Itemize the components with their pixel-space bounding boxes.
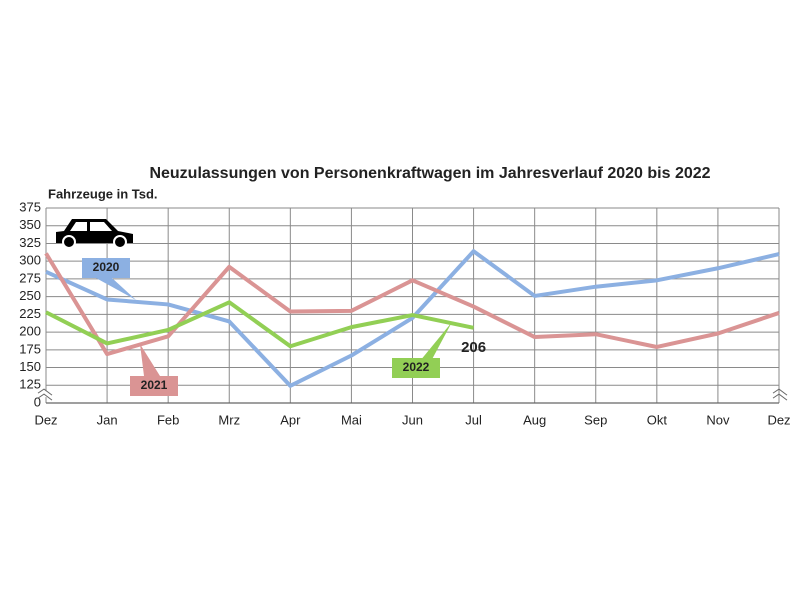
x-tick-label: Mai	[341, 412, 362, 427]
legend-pointer	[140, 344, 160, 376]
series-line	[45, 249, 780, 388]
data-label: 206	[461, 339, 486, 356]
y-tick-label: 0	[34, 394, 41, 409]
x-tick-label: Nov	[706, 412, 730, 427]
callouts: 2020 2021 2022 206	[82, 258, 486, 396]
car-wheel	[62, 235, 76, 249]
grid: 0 125 150 175 200 225 250 275 300 325 350 375 Dez Jan…	[19, 199, 790, 427]
x-tick-label: Jan	[97, 412, 118, 427]
x-tick-label: Jul	[465, 412, 482, 427]
y-tick-label: 125	[19, 377, 41, 392]
legend-label: 2020	[93, 260, 120, 274]
y-axis-label: Fahrzeuge in Tsd.	[48, 186, 158, 201]
legend-box	[392, 358, 440, 378]
series-line	[45, 300, 474, 349]
legend-box	[82, 258, 130, 278]
y-tick-label: 275	[19, 270, 41, 285]
chart-title: Neuzulassungen von Personenkraftwagen im…	[149, 165, 710, 182]
axis-break	[37, 388, 53, 396]
x-tick-label: Jun	[402, 412, 423, 427]
series-line	[44, 252, 780, 357]
lines	[44, 249, 780, 388]
x-tick-label: Okt	[647, 412, 668, 427]
x-tick-label: Feb	[157, 412, 179, 427]
y-tick-label: 200	[19, 324, 41, 339]
x-tick-label: Mrz	[218, 412, 240, 427]
legend-pointer	[96, 278, 136, 300]
car-windows	[70, 222, 112, 231]
x-tick-label: Sep	[584, 412, 607, 427]
x-tick-label: Dez	[34, 412, 57, 427]
y-tick-label: 225	[19, 306, 41, 321]
car-wheel	[113, 235, 127, 249]
y-tick-label: 300	[19, 253, 41, 268]
legend-label: 2022	[403, 360, 430, 374]
y-tick-label: 250	[19, 288, 41, 303]
y-tick-label: 375	[19, 199, 41, 214]
y-tick-label: 325	[19, 235, 41, 250]
legend-box	[130, 376, 178, 396]
car-icon	[56, 219, 133, 249]
x-tick-label: Aug	[523, 412, 546, 427]
x-tick-label: Dez	[767, 412, 790, 427]
axis-break-right	[772, 388, 788, 401]
y-tick-label: 175	[19, 341, 41, 356]
axis-break-gap	[38, 391, 52, 398]
y-tick-label: 350	[19, 217, 41, 232]
legend-label: 2021	[141, 378, 168, 392]
x-tick-label: Apr	[280, 412, 301, 427]
y-tick-label: 150	[19, 359, 41, 374]
axis-break	[37, 393, 53, 401]
